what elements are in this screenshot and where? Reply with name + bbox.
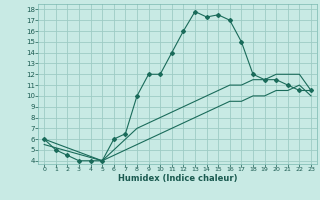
X-axis label: Humidex (Indice chaleur): Humidex (Indice chaleur): [118, 174, 237, 183]
